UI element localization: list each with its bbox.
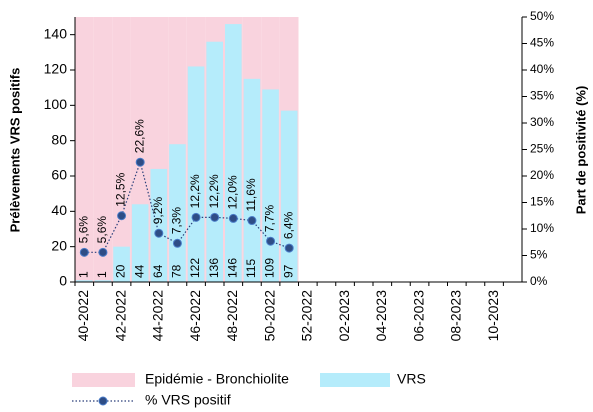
bar <box>94 280 112 282</box>
bar-value-label: 44 <box>132 264 146 278</box>
bar <box>93 17 113 282</box>
line-marker <box>117 211 127 221</box>
y2-tick-label: 20% <box>530 168 554 182</box>
legend-label: VRS <box>397 371 426 387</box>
x-tick-label: 48-2022 <box>224 290 240 342</box>
line-value-label: 7,3% <box>170 207 184 235</box>
line-value-label: 12,5% <box>114 172 128 206</box>
line-value-label: 6,4% <box>281 211 295 239</box>
line-value-label: 12,0% <box>225 175 239 209</box>
line-value-label: 9,2% <box>151 197 165 225</box>
bar-value-label: 1 <box>95 271 109 278</box>
bar <box>76 280 93 282</box>
bar <box>206 41 223 282</box>
line-marker <box>98 247 108 257</box>
x-tick-label: 44-2022 <box>150 290 166 342</box>
line-value-label: 11,6% <box>244 178 258 211</box>
line-marker <box>79 247 89 257</box>
bar <box>243 78 261 282</box>
y2-tick-label: 50% <box>530 9 554 23</box>
y-tick-label: 20 <box>51 237 67 253</box>
y2-tick-label: 45% <box>530 36 554 50</box>
legend-label: % VRS positif <box>145 392 231 408</box>
line-value-label: 5,6% <box>76 216 90 244</box>
y2-tick-label: 5% <box>530 248 548 262</box>
bar <box>150 168 168 282</box>
line-marker <box>266 236 276 246</box>
x-tick-label: 04-2023 <box>373 290 389 342</box>
x-tick-label: 46-2022 <box>187 290 203 342</box>
y2-axis-title: Part de positivité (%) <box>573 86 588 215</box>
line-marker <box>172 238 182 248</box>
line-value-label: 5,6% <box>95 216 109 244</box>
x-tick-label: 10-2023 <box>485 290 501 342</box>
bar <box>280 110 298 282</box>
y-tick-label: 40 <box>51 202 67 218</box>
line-marker <box>154 228 164 238</box>
bar <box>113 246 130 282</box>
line-marker <box>247 216 257 226</box>
line-value-label: 12,2% <box>188 174 202 208</box>
y2-tick-label: 35% <box>530 89 554 103</box>
y-tick-label: 60 <box>51 167 67 183</box>
y2-tick-label: 15% <box>530 195 554 209</box>
bar <box>75 17 94 282</box>
y2-tick-label: 10% <box>530 221 554 235</box>
bar-value-label: 64 <box>151 264 165 278</box>
line-marker <box>228 213 238 223</box>
x-tick-label: 42-2022 <box>112 290 128 342</box>
legend-label: Epidémie - Bronchiolite <box>145 371 289 387</box>
bar-value-label: 122 <box>188 258 202 278</box>
y2-tick-label: 25% <box>530 142 554 156</box>
bar <box>112 17 131 282</box>
bar-value-label: 97 <box>281 264 295 278</box>
bar <box>131 204 149 282</box>
line <box>84 160 290 253</box>
line-value-label: 12,2% <box>207 174 221 208</box>
legend-marker <box>98 396 108 406</box>
y2-tick-label: 40% <box>530 62 554 76</box>
y-axis-title: Prélèvements VRS positifs <box>7 68 22 233</box>
x-tick-label: 50-2022 <box>261 290 277 342</box>
bar-value-label: 115 <box>244 259 258 278</box>
x-tick-label: 06-2023 <box>410 290 426 342</box>
y-tick-label: 100 <box>44 96 68 112</box>
y-tick-label: 80 <box>51 131 67 147</box>
y-tick-label: 140 <box>44 25 68 41</box>
x-tick-label: 02-2023 <box>336 290 352 342</box>
line-value-label: 22,6% <box>132 119 146 153</box>
y-tick-label: 120 <box>44 61 68 77</box>
x-tick-label: 40-2022 <box>75 290 91 342</box>
legend-swatch <box>72 373 135 387</box>
x-tick-label: 08-2023 <box>448 290 464 342</box>
line-value-label: 7,7% <box>263 205 277 233</box>
line-marker <box>135 157 145 167</box>
line-marker <box>210 212 220 222</box>
bar-value-label: 1 <box>76 271 90 278</box>
line-marker <box>284 243 294 253</box>
bar <box>169 144 186 282</box>
bar <box>187 66 205 282</box>
legend-swatch <box>320 373 390 387</box>
line-marker <box>191 212 201 222</box>
bar-value-label: 78 <box>170 264 184 278</box>
y2-tick-label: 0% <box>530 274 548 288</box>
bar-value-label: 109 <box>263 258 277 278</box>
bar-value-label: 136 <box>207 258 221 278</box>
bar <box>262 89 279 282</box>
bar <box>225 24 242 283</box>
y-tick-label: 0 <box>59 273 67 289</box>
x-tick-label: 52-2022 <box>299 290 315 342</box>
y2-tick-label: 30% <box>530 115 554 129</box>
bar-value-label: 146 <box>225 258 239 278</box>
bar-value-label: 20 <box>114 264 128 278</box>
